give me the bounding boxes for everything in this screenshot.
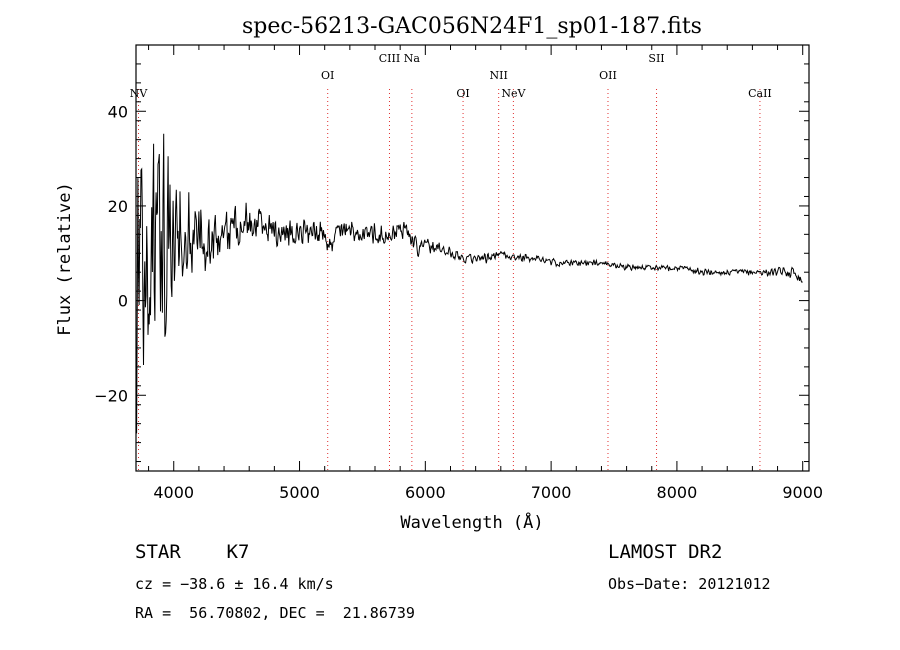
x-tick-label: 7000: [531, 483, 572, 502]
y-axis-label: Flux (relative): [55, 182, 75, 336]
y-tick-label: 20: [108, 197, 128, 216]
line-label: OI: [456, 87, 469, 100]
x-tick-label: 6000: [405, 483, 446, 502]
x-tick-label: 8000: [657, 483, 698, 502]
axis-ticks: [136, 45, 809, 471]
survey-label: LAMOST DR2: [608, 541, 723, 563]
line-label: NV: [130, 87, 149, 100]
line-markers: [138, 89, 761, 471]
object-class-label: STAR K7: [135, 541, 250, 563]
spectrum-series: [135, 133, 803, 434]
obs-date-label: Obs−Date: 20121012: [608, 575, 771, 593]
x-tick-label: 5000: [279, 483, 320, 502]
line-label: NeV: [501, 87, 526, 100]
y-tick-label: −20: [94, 386, 128, 405]
line-label: CaII: [748, 87, 772, 100]
line-label: OI: [321, 69, 334, 82]
line-label: CIII: [379, 52, 400, 65]
line-label: NII: [490, 69, 508, 82]
redshift-label: cz = −38.6 ± 16.4 km/s: [135, 575, 334, 593]
line-labels: NV OI CIII Na OI NII NeV OII SII CaII: [130, 52, 772, 100]
x-tick-label: 9000: [782, 483, 823, 502]
coordinates-label: RA = 56.70802, DEC = 21.86739: [135, 604, 415, 622]
line-label: Na: [404, 52, 421, 65]
tick-labels: 4000 5000 6000 7000 8000 9000 −20 0 20 40: [94, 102, 823, 502]
y-tick-label: 0: [118, 292, 128, 311]
line-label: OII: [599, 69, 617, 82]
x-tick-label: 4000: [153, 483, 194, 502]
spectrum-line: [135, 133, 803, 434]
chart-title: spec-56213-GAC056N24F1_sp01-187.fits: [242, 14, 702, 39]
line-label: SII: [648, 52, 664, 65]
y-tick-label: 40: [108, 102, 128, 121]
plot-frame: [135, 44, 810, 472]
x-axis-label: Wavelength (Å): [400, 511, 543, 533]
